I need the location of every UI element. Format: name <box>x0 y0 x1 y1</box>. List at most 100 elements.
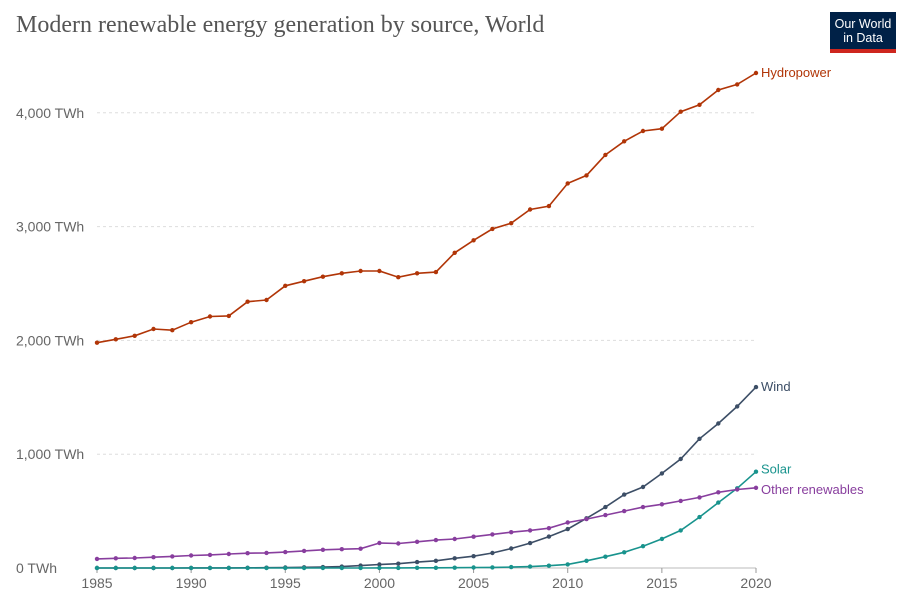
data-point[interactable] <box>603 504 608 510</box>
data-point[interactable] <box>565 520 570 525</box>
data-point[interactable] <box>151 326 156 332</box>
data-point[interactable] <box>245 551 250 556</box>
data-point[interactable] <box>358 268 363 274</box>
data-point[interactable] <box>113 565 119 571</box>
series-line-hydropower[interactable] <box>96 72 757 344</box>
data-point[interactable] <box>659 471 665 476</box>
data-point[interactable] <box>471 554 476 559</box>
data-point[interactable] <box>433 269 439 275</box>
data-point[interactable] <box>716 500 721 505</box>
data-point[interactable] <box>603 554 608 559</box>
data-point[interactable] <box>264 297 269 303</box>
data-point[interactable] <box>433 537 439 543</box>
data-point[interactable] <box>320 547 326 552</box>
data-point[interactable] <box>509 221 514 226</box>
data-point[interactable] <box>396 561 401 566</box>
data-point[interactable] <box>226 313 231 319</box>
data-point[interactable] <box>414 565 420 570</box>
data-point[interactable] <box>414 539 420 544</box>
data-point[interactable] <box>622 139 627 144</box>
data-point[interactable] <box>245 565 250 571</box>
series-line-solar[interactable] <box>97 471 757 569</box>
data-point[interactable] <box>433 558 439 563</box>
data-point[interactable] <box>452 250 457 255</box>
data-point[interactable] <box>753 70 759 76</box>
data-point[interactable] <box>490 565 495 570</box>
data-point[interactable] <box>226 551 231 557</box>
data-point[interactable] <box>640 504 646 510</box>
data-point[interactable] <box>170 328 175 333</box>
data-point[interactable] <box>584 173 589 178</box>
data-point[interactable] <box>509 564 514 570</box>
data-point[interactable] <box>716 490 721 495</box>
data-point[interactable] <box>490 532 495 537</box>
data-point[interactable] <box>301 548 307 554</box>
data-point[interactable] <box>396 275 401 280</box>
data-point[interactable] <box>452 556 457 561</box>
data-point[interactable] <box>94 556 100 562</box>
data-point[interactable] <box>678 109 683 114</box>
data-point[interactable] <box>339 547 344 552</box>
data-point[interactable] <box>188 553 194 558</box>
data-point[interactable] <box>716 87 721 93</box>
data-point[interactable] <box>132 565 137 571</box>
data-point[interactable] <box>377 540 382 546</box>
data-point[interactable] <box>245 299 250 304</box>
data-point[interactable] <box>565 181 570 186</box>
data-point[interactable] <box>490 226 495 232</box>
data-point[interactable] <box>151 565 156 571</box>
data-point[interactable] <box>452 536 457 542</box>
data-point[interactable] <box>509 530 514 535</box>
data-point[interactable] <box>603 152 608 158</box>
data-point[interactable] <box>207 565 213 571</box>
data-point[interactable] <box>659 502 665 507</box>
data-point[interactable] <box>264 550 269 556</box>
data-point[interactable] <box>414 559 420 565</box>
data-point[interactable] <box>264 565 269 571</box>
data-point[interactable] <box>283 283 288 288</box>
series-line-other-renewables[interactable] <box>96 487 757 560</box>
data-point[interactable] <box>339 271 344 276</box>
data-point[interactable] <box>301 565 307 571</box>
data-point[interactable] <box>509 546 514 551</box>
data-point[interactable] <box>697 514 702 520</box>
data-point[interactable] <box>471 534 476 539</box>
data-point[interactable] <box>753 384 759 390</box>
data-point[interactable] <box>358 546 363 551</box>
data-point[interactable] <box>132 555 137 561</box>
data-point[interactable] <box>640 544 646 549</box>
data-point[interactable] <box>113 337 119 342</box>
data-point[interactable] <box>565 526 570 532</box>
data-point[interactable] <box>471 565 476 570</box>
data-point[interactable] <box>113 556 119 561</box>
data-point[interactable] <box>320 274 326 279</box>
data-point[interactable] <box>640 484 646 490</box>
data-point[interactable] <box>188 320 194 325</box>
data-point[interactable] <box>546 526 552 531</box>
data-point[interactable] <box>490 550 495 556</box>
data-point[interactable] <box>565 562 570 567</box>
data-point[interactable] <box>527 528 533 533</box>
data-point[interactable] <box>735 487 740 492</box>
data-point[interactable] <box>753 485 759 490</box>
data-point[interactable] <box>207 552 213 558</box>
data-point[interactable] <box>678 528 683 533</box>
data-point[interactable] <box>659 536 665 542</box>
data-point[interactable] <box>678 456 683 462</box>
data-point[interactable] <box>678 498 683 504</box>
data-point[interactable] <box>377 565 382 571</box>
data-point[interactable] <box>320 565 326 571</box>
data-point[interactable] <box>697 436 702 441</box>
data-point[interactable] <box>527 207 533 212</box>
data-point[interactable] <box>94 340 100 345</box>
data-point[interactable] <box>471 238 476 243</box>
data-point[interactable] <box>603 512 608 518</box>
data-point[interactable] <box>132 333 137 338</box>
data-point[interactable] <box>283 565 288 571</box>
data-point[interactable] <box>170 554 175 559</box>
data-point[interactable] <box>527 540 533 546</box>
data-point[interactable] <box>301 279 307 284</box>
data-point[interactable] <box>452 565 457 570</box>
data-point[interactable] <box>377 562 382 567</box>
data-point[interactable] <box>659 126 665 131</box>
